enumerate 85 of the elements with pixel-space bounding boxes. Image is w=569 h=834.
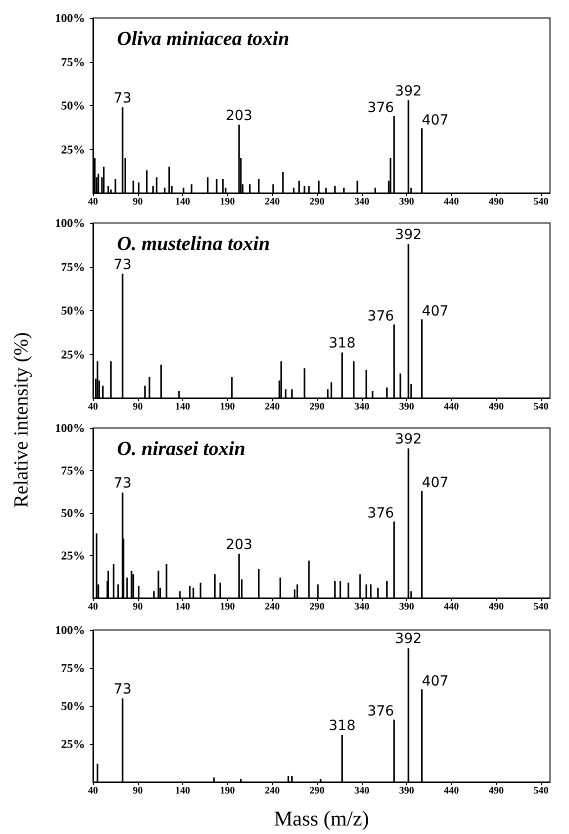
annotation: 392: [395, 631, 422, 648]
y-tick-label: 75%: [61, 661, 85, 675]
y-tick-label: 50%: [61, 699, 85, 713]
x-tick-label: 340: [354, 196, 370, 208]
x-tick-label: 240: [264, 196, 280, 208]
x-tick-label: 240: [264, 786, 280, 796]
x-tick-label: 440: [444, 786, 459, 796]
x-tick-label: 190: [220, 786, 235, 796]
x-tick-label: 290: [310, 402, 325, 412]
y-tick-label: 50%: [61, 98, 85, 112]
text: O. nirasei toxin: [117, 438, 246, 460]
x-tick-label: 190: [220, 196, 235, 208]
annotation: 392: [395, 431, 422, 448]
y-tick-label: 100%: [55, 623, 85, 637]
x-tick-label: 90: [132, 602, 143, 612]
x-tick-label: 390: [399, 602, 414, 612]
text: O. mustelina toxin: [117, 233, 270, 255]
annotation: 392: [395, 83, 422, 100]
x-tick-label: 140: [175, 602, 190, 612]
annotation: 73: [114, 476, 132, 492]
x-tick-label: 190: [220, 402, 235, 412]
x-tick-label: 90: [132, 786, 143, 796]
x-tick-label: 290: [310, 602, 325, 612]
x-tick-label: 540: [534, 602, 549, 612]
y-tick-label: 100%: [55, 216, 85, 230]
y-tick-label: 25%: [61, 548, 85, 562]
x-tick-label: 490: [488, 602, 504, 612]
annotation: 407: [422, 673, 449, 690]
annotation: 203: [226, 108, 252, 124]
y-tick-label: 100%: [55, 11, 85, 25]
x-tick-label: 40: [88, 786, 98, 796]
y-axis-title: Relative intensity (%): [10, 332, 34, 508]
x-tick-label: 340: [354, 402, 370, 412]
x-tick-label: 490: [488, 402, 504, 412]
x-tick-label: 390: [399, 196, 414, 208]
y-tick-label: 100%: [55, 421, 85, 435]
y-tick-label: 25%: [61, 347, 85, 362]
annotation: 376: [367, 308, 394, 324]
annotation: 318: [328, 718, 356, 734]
x-tick-label: 240: [264, 602, 280, 612]
x-tick-label: 240: [264, 402, 280, 412]
x-tick-label: 540: [534, 402, 549, 412]
annotation: 73: [114, 681, 132, 698]
x-tick-label: 90: [132, 196, 143, 208]
y-tick-label: 75%: [61, 464, 85, 478]
x-tick-label: 40: [88, 602, 98, 612]
annotation: 73: [114, 90, 132, 106]
x-axis-title: Mass (m/z): [274, 806, 370, 830]
y-tick-label: 50%: [61, 304, 85, 318]
x-tick-label: 340: [354, 602, 370, 612]
x-tick-label: 490: [488, 196, 504, 208]
x-tick-label: 290: [310, 196, 325, 208]
y-tick-label: 50%: [61, 506, 85, 520]
annotation: 376: [367, 506, 394, 522]
y-tick-label: 25%: [61, 737, 85, 751]
y-tick-label: 75%: [61, 260, 85, 274]
x-tick-label: 390: [399, 402, 414, 412]
annotation: 73: [114, 256, 132, 273]
annotation: 376: [367, 100, 394, 116]
annotation: 203: [226, 536, 252, 553]
x-tick-label: 440: [444, 402, 459, 412]
text: Oliva miniacea toxin: [117, 28, 290, 50]
x-tick-label: 290: [310, 786, 325, 796]
x-tick-label: 540: [534, 196, 549, 208]
x-tick-label: 440: [444, 196, 459, 208]
x-tick-label: 40: [88, 402, 98, 412]
annotation: 318: [328, 336, 356, 352]
x-tick-label: 190: [220, 602, 235, 612]
x-tick-label: 540: [534, 786, 549, 796]
x-tick-label: 140: [175, 402, 190, 412]
annotation: 376: [367, 704, 394, 720]
annotation: 407: [422, 303, 449, 320]
annotation: 392: [395, 227, 422, 243]
x-tick-label: 90: [132, 402, 143, 412]
y-tick-label: 75%: [61, 54, 85, 69]
annotation: 407: [422, 112, 449, 128]
x-tick-label: 340: [354, 786, 370, 796]
y-tick-label: 25%: [61, 142, 85, 156]
x-tick-label: 140: [175, 196, 190, 208]
x-tick-label: 490: [488, 786, 504, 796]
x-tick-label: 140: [175, 786, 190, 796]
x-tick-label: 440: [444, 602, 459, 612]
x-tick-label: 390: [399, 786, 414, 796]
x-tick-label: 40: [88, 196, 98, 208]
annotation: 407: [422, 474, 449, 491]
